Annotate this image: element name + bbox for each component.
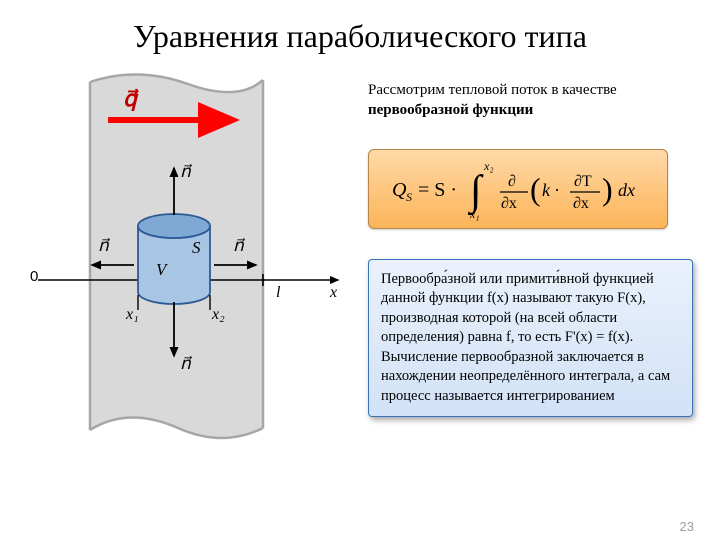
n-label-down: n⃗ — [180, 354, 191, 374]
definition-text: Первообра́зной или примити́вной функцией… — [381, 271, 670, 404]
s-label: S — [192, 238, 201, 258]
intro-text: Рассмотрим тепловой поток в качестве пер… — [368, 80, 696, 121]
zero-label: 0 — [30, 268, 38, 285]
definition-box: Первообра́зной или примити́вной функцией… — [368, 259, 693, 418]
intro-line2: первообразной функции — [368, 102, 533, 118]
cylinder — [138, 214, 210, 304]
formula-sub-s: S — [406, 190, 412, 204]
heat-flow-diagram: q⃗ n⃗ n⃗ n⃗ n⃗ V S 0 l x x₁ x₂ — [28, 70, 353, 450]
slide-title: Уравнения параболического типа — [0, 0, 720, 55]
page-number: 23 — [680, 519, 694, 534]
paren-open: ( — [530, 171, 541, 207]
l-label: l — [276, 284, 280, 302]
n-label-left: n⃗ — [98, 236, 109, 256]
x1-label: x₁ — [126, 306, 139, 324]
formula-box: Q S = S · ∫ x₂ x₁ ∂ ∂x ( k · ∂T ∂x ) — [368, 149, 668, 229]
dx: dx — [618, 180, 635, 200]
partial-top: ∂ — [508, 173, 516, 190]
v-label: V — [156, 260, 166, 280]
formula-svg: Q S = S · ∫ x₂ x₁ ∂ ∂x ( k · ∂T ∂x ) — [378, 156, 658, 222]
n-label-right: n⃗ — [233, 236, 244, 256]
dT-top: ∂T — [574, 173, 592, 190]
k-dot: k · — [542, 180, 559, 200]
right-column: Рассмотрим тепловой поток в качестве пер… — [368, 80, 696, 417]
int-upper: x₂ — [483, 159, 494, 173]
q-label: q⃗ — [123, 86, 137, 112]
partial-bottom: ∂x — [501, 195, 517, 212]
formula-eq: = S · — [418, 179, 457, 201]
diagram-svg — [28, 70, 353, 450]
x-axis-label: x — [330, 284, 337, 302]
formula-lhs: Q — [392, 179, 407, 201]
paren-close: ) — [602, 171, 613, 207]
intro-line1: Рассмотрим тепловой поток в качестве — [368, 82, 617, 98]
n-label-up: n⃗ — [180, 162, 191, 182]
int-lower: x₁ — [469, 207, 480, 221]
dT-bottom: ∂x — [573, 195, 589, 212]
x2-label: x₂ — [212, 306, 225, 324]
